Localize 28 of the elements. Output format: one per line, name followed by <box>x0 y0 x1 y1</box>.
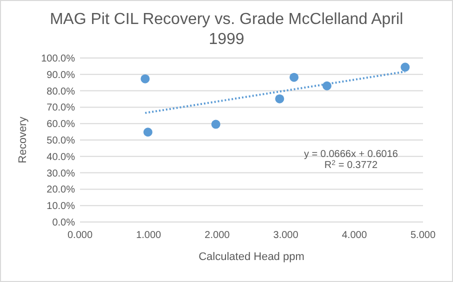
x-tick-label: 1.000 <box>136 230 162 241</box>
y-tick-label: 80.0% <box>46 86 76 98</box>
x-tick-label: 4.000 <box>342 230 368 241</box>
point <box>143 128 152 137</box>
point <box>140 74 150 84</box>
x-tick-label: 5.000 <box>410 230 436 241</box>
chart-title: MAG Pit CIL Recovery vs. Grade McClelland April 1999 <box>50 11 404 48</box>
point <box>400 62 410 72</box>
x-tick-label: 0.000 <box>67 230 93 241</box>
annotation: y = 0.0666x + 0.6016 <box>304 149 398 160</box>
x-tick-label: 3.000 <box>273 230 299 241</box>
y-tick-label: 90.0% <box>46 70 76 81</box>
point <box>211 120 220 129</box>
y-tick-label: 20.0% <box>46 184 76 196</box>
y-tick-label: 0.0% <box>52 218 76 228</box>
y-tick-label: 30.0% <box>46 168 76 180</box>
y-tick-label: 70.0% <box>46 102 76 114</box>
x-axis-title: Calculated Head ppm <box>198 251 304 263</box>
y-tick-label: 40.0% <box>46 152 76 163</box>
y-tick-label: 100.0% <box>41 54 76 64</box>
y-tick-label: 50.0% <box>46 136 76 146</box>
x-tick-label: 2.000 <box>204 230 230 241</box>
point <box>275 94 284 104</box>
annotation: R$^{2}$ = 0.3772 <box>324 159 378 171</box>
point <box>290 72 299 82</box>
y-axis-title: Recovery <box>17 116 29 164</box>
y-tick-label: 60.0% <box>46 119 76 130</box>
y-tick-label: 10.0% <box>46 201 76 212</box>
